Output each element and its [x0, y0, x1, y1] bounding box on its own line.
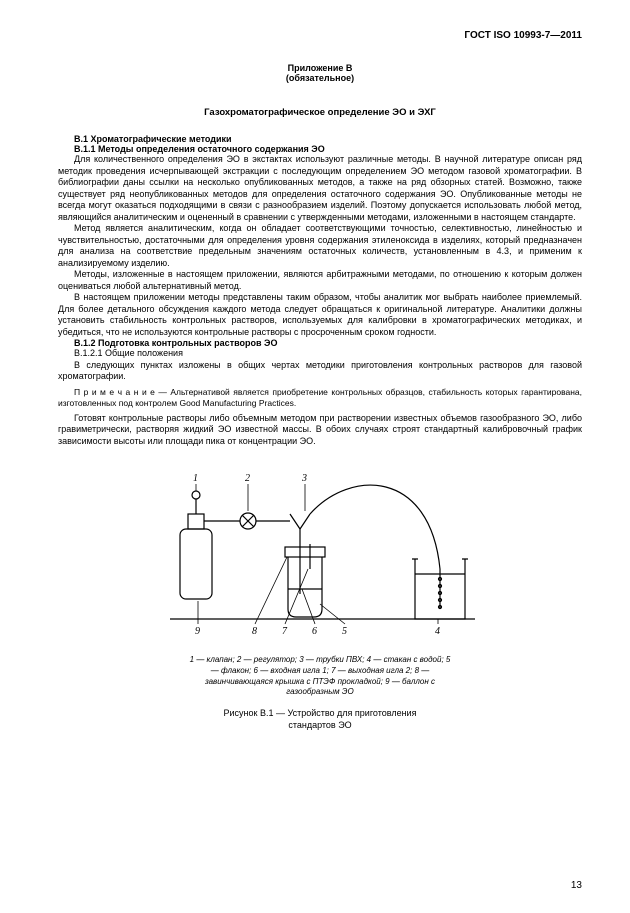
- figure-caption-line2: стандартов ЭО: [288, 720, 351, 730]
- fig-label-7: 7: [282, 626, 288, 637]
- note-1: П р и м е ч а н и е — Альтернативой явля…: [58, 387, 582, 409]
- fig-label-6: 6: [312, 626, 317, 637]
- para-4: В настоящем приложении методы представле…: [58, 292, 582, 338]
- fig-label-8: 8: [252, 626, 257, 637]
- sec-b11: В.1.1 Методы определения остаточного сод…: [58, 144, 582, 154]
- sec-b12: В.1.2 Подготовка контрольных растворов Э…: [58, 338, 582, 348]
- appendix-heading: Приложение В: [58, 63, 582, 73]
- figure-caption: Рисунок В.1 — Устройство для приготовлен…: [58, 708, 582, 731]
- sec-b121: В.1.2.1 Общие положения: [58, 348, 582, 360]
- annex-title: Газохроматографическое определение ЭО и …: [58, 107, 582, 118]
- para-6: Готовят контрольные растворы либо объемн…: [58, 413, 582, 448]
- para-1: Для количественного определения ЭО в экс…: [58, 154, 582, 223]
- figure-b1-svg: 1 2 3 4 5 6 7 8 9: [140, 459, 500, 649]
- fig-label-2: 2: [245, 473, 250, 484]
- para-2: Метод является аналитическим, когда он о…: [58, 223, 582, 269]
- document-id: ГОСТ ISO 10993-7—2011: [58, 30, 582, 41]
- fig-label-1: 1: [193, 473, 198, 484]
- appendix-subheading: (обязательное): [58, 73, 582, 83]
- fig-label-5: 5: [342, 626, 347, 637]
- figure-b1: 1 2 3 4 5 6 7 8 9 1 — клапан; 2 — регуля…: [58, 459, 582, 732]
- para-5: В следующих пунктах изложены в общих чер…: [58, 360, 582, 383]
- figure-legend: 1 — клапан; 2 — регулятор; 3 — трубки ПВ…: [185, 655, 455, 698]
- fig-label-3: 3: [301, 473, 307, 484]
- figure-caption-line1: Рисунок В.1 — Устройство для приготовлен…: [224, 708, 417, 718]
- para-3: Методы, изложенные в настоящем приложени…: [58, 269, 582, 292]
- fig-label-4: 4: [435, 626, 440, 637]
- page-number: 13: [571, 880, 582, 891]
- sec-b1: В.1 Хроматографические методики: [58, 134, 582, 144]
- fig-label-9: 9: [195, 626, 200, 637]
